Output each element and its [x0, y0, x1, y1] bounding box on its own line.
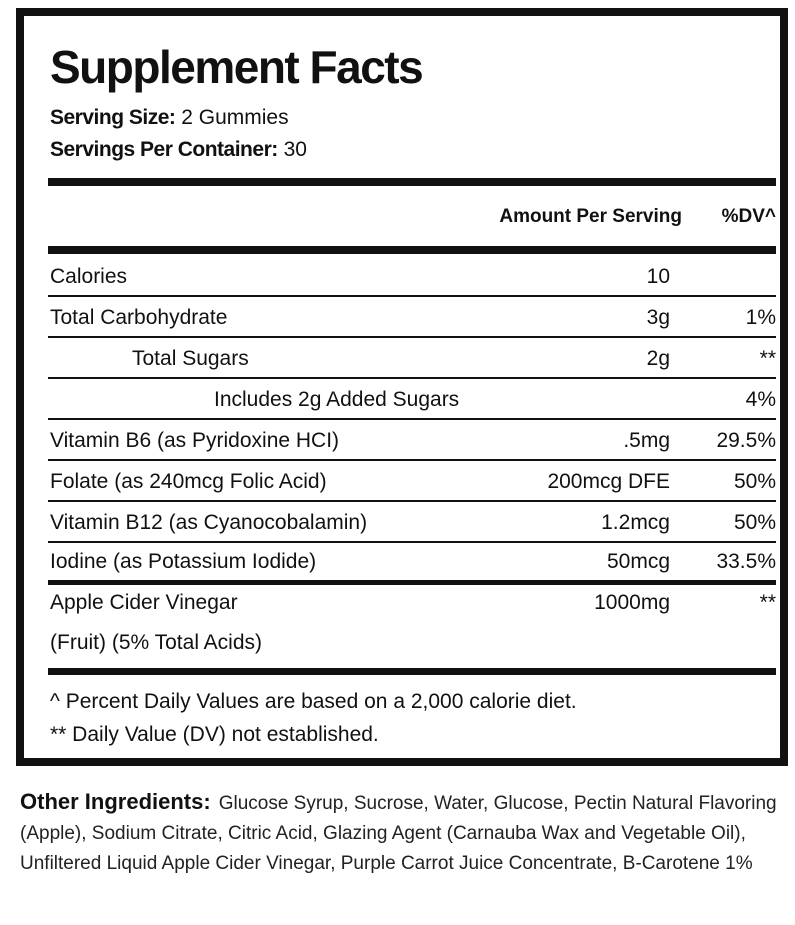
- nutrient-name: Iodine (as Potassium Iodide): [50, 550, 317, 573]
- table-row: Apple Cider Vinegar (Fruit) (5% Total Aci…: [48, 582, 776, 662]
- serving-size: Serving Size: 2 Gummies: [50, 106, 289, 130]
- table-row: Total Sugars 2g **: [48, 338, 776, 378]
- footnote-dv: ^ Percent Daily Values are based on a 2,…: [50, 690, 577, 713]
- nutrient-amount: .5mg: [623, 429, 670, 452]
- servings-per-container-value: 30: [283, 138, 307, 161]
- nutrient-dv: 29.5%: [716, 429, 776, 452]
- footnote-not-established: ** Daily Value (DV) not established.: [50, 723, 379, 746]
- nutrient-dv: **: [759, 347, 776, 370]
- nutrient-dv: 1%: [745, 306, 776, 329]
- serving-size-value: 2 Gummies: [181, 106, 289, 129]
- divider: [48, 336, 776, 338]
- nutrient-name: Total Sugars: [132, 347, 249, 370]
- nutrient-amount: 2g: [646, 347, 670, 370]
- nutrient-name: Total Carbohydrate: [50, 306, 228, 329]
- nutrient-name-detail: (Fruit) (5% Total Acids): [50, 631, 262, 654]
- nutrient-name: Vitamin B12 (as Cyanocobalamin): [50, 511, 368, 534]
- divider: [48, 295, 776, 297]
- table-row: Iodine (as Potassium Iodide) 50mcg 33.5%: [48, 541, 776, 581]
- table-row: Total Carbohydrate 3g 1%: [48, 297, 776, 337]
- nutrient-name: Apple Cider Vinegar: [50, 591, 238, 614]
- table-row: Includes 2g Added Sugars 4%: [48, 379, 776, 419]
- nutrient-amount: 3g: [646, 306, 670, 329]
- nutrient-dv: 4%: [745, 388, 776, 411]
- nutrient-amount: 1.2mcg: [601, 511, 670, 534]
- nutrient-amount: 10: [646, 265, 670, 288]
- nutrient-dv: 50%: [733, 511, 776, 534]
- divider: [48, 246, 776, 254]
- nutrient-name: Calories: [50, 265, 128, 288]
- nutrient-amount: 1000mg: [594, 591, 670, 614]
- nutrient-dv: 33.5%: [716, 550, 776, 573]
- divider: [48, 377, 776, 379]
- amount-header: Amount Per Serving: [499, 206, 682, 227]
- nutrient-amount: 200mcg DFE: [547, 470, 670, 493]
- nutrient-dv: **: [759, 591, 776, 614]
- table-row: Calories 10: [48, 256, 776, 296]
- divider: [48, 459, 776, 461]
- nutrient-amount: 50mcg: [606, 550, 670, 573]
- nutrient-name: Vitamin B6 (as Pyridoxine HCI): [50, 429, 340, 452]
- divider: [48, 178, 776, 186]
- nutrient-dv: 50%: [733, 470, 776, 493]
- servings-per-container-label: Servings Per Container:: [50, 138, 278, 161]
- divider: [48, 541, 776, 543]
- nutrient-name: Includes 2g Added Sugars: [214, 388, 460, 411]
- servings-per-container: Servings Per Container: 30: [50, 138, 307, 162]
- dv-header: %DV^: [721, 206, 776, 227]
- divider: [48, 668, 776, 675]
- table-row: Vitamin B12 (as Cyanocobalamin) 1.2mcg 50%: [48, 502, 776, 542]
- divider: [48, 418, 776, 420]
- table-row: Folate (as 240mcg Folic Acid) 200mcg DFE 5…: [48, 461, 776, 501]
- other-ingredients-label: Other Ingredients:: [20, 789, 211, 814]
- divider: [48, 500, 776, 502]
- nutrient-name: Folate (as 240mcg Folic Acid): [50, 470, 327, 493]
- divider: [48, 580, 776, 585]
- panel-title: Supplement Facts: [50, 41, 424, 93]
- serving-size-label: Serving Size:: [50, 106, 176, 129]
- other-ingredients: Other Ingredients: Glucose Syrup, Sucrose…: [20, 787, 780, 879]
- table-row: Vitamin B6 (as Pyridoxine HCI) .5mg 29.5%: [48, 420, 776, 460]
- supplement-facts-panel: Supplement Facts Serving Size: 2 Gummies…: [16, 8, 788, 766]
- other-ingredients-text: Glucose Syrup, Sucrose, Water, Glucose, …: [20, 793, 777, 874]
